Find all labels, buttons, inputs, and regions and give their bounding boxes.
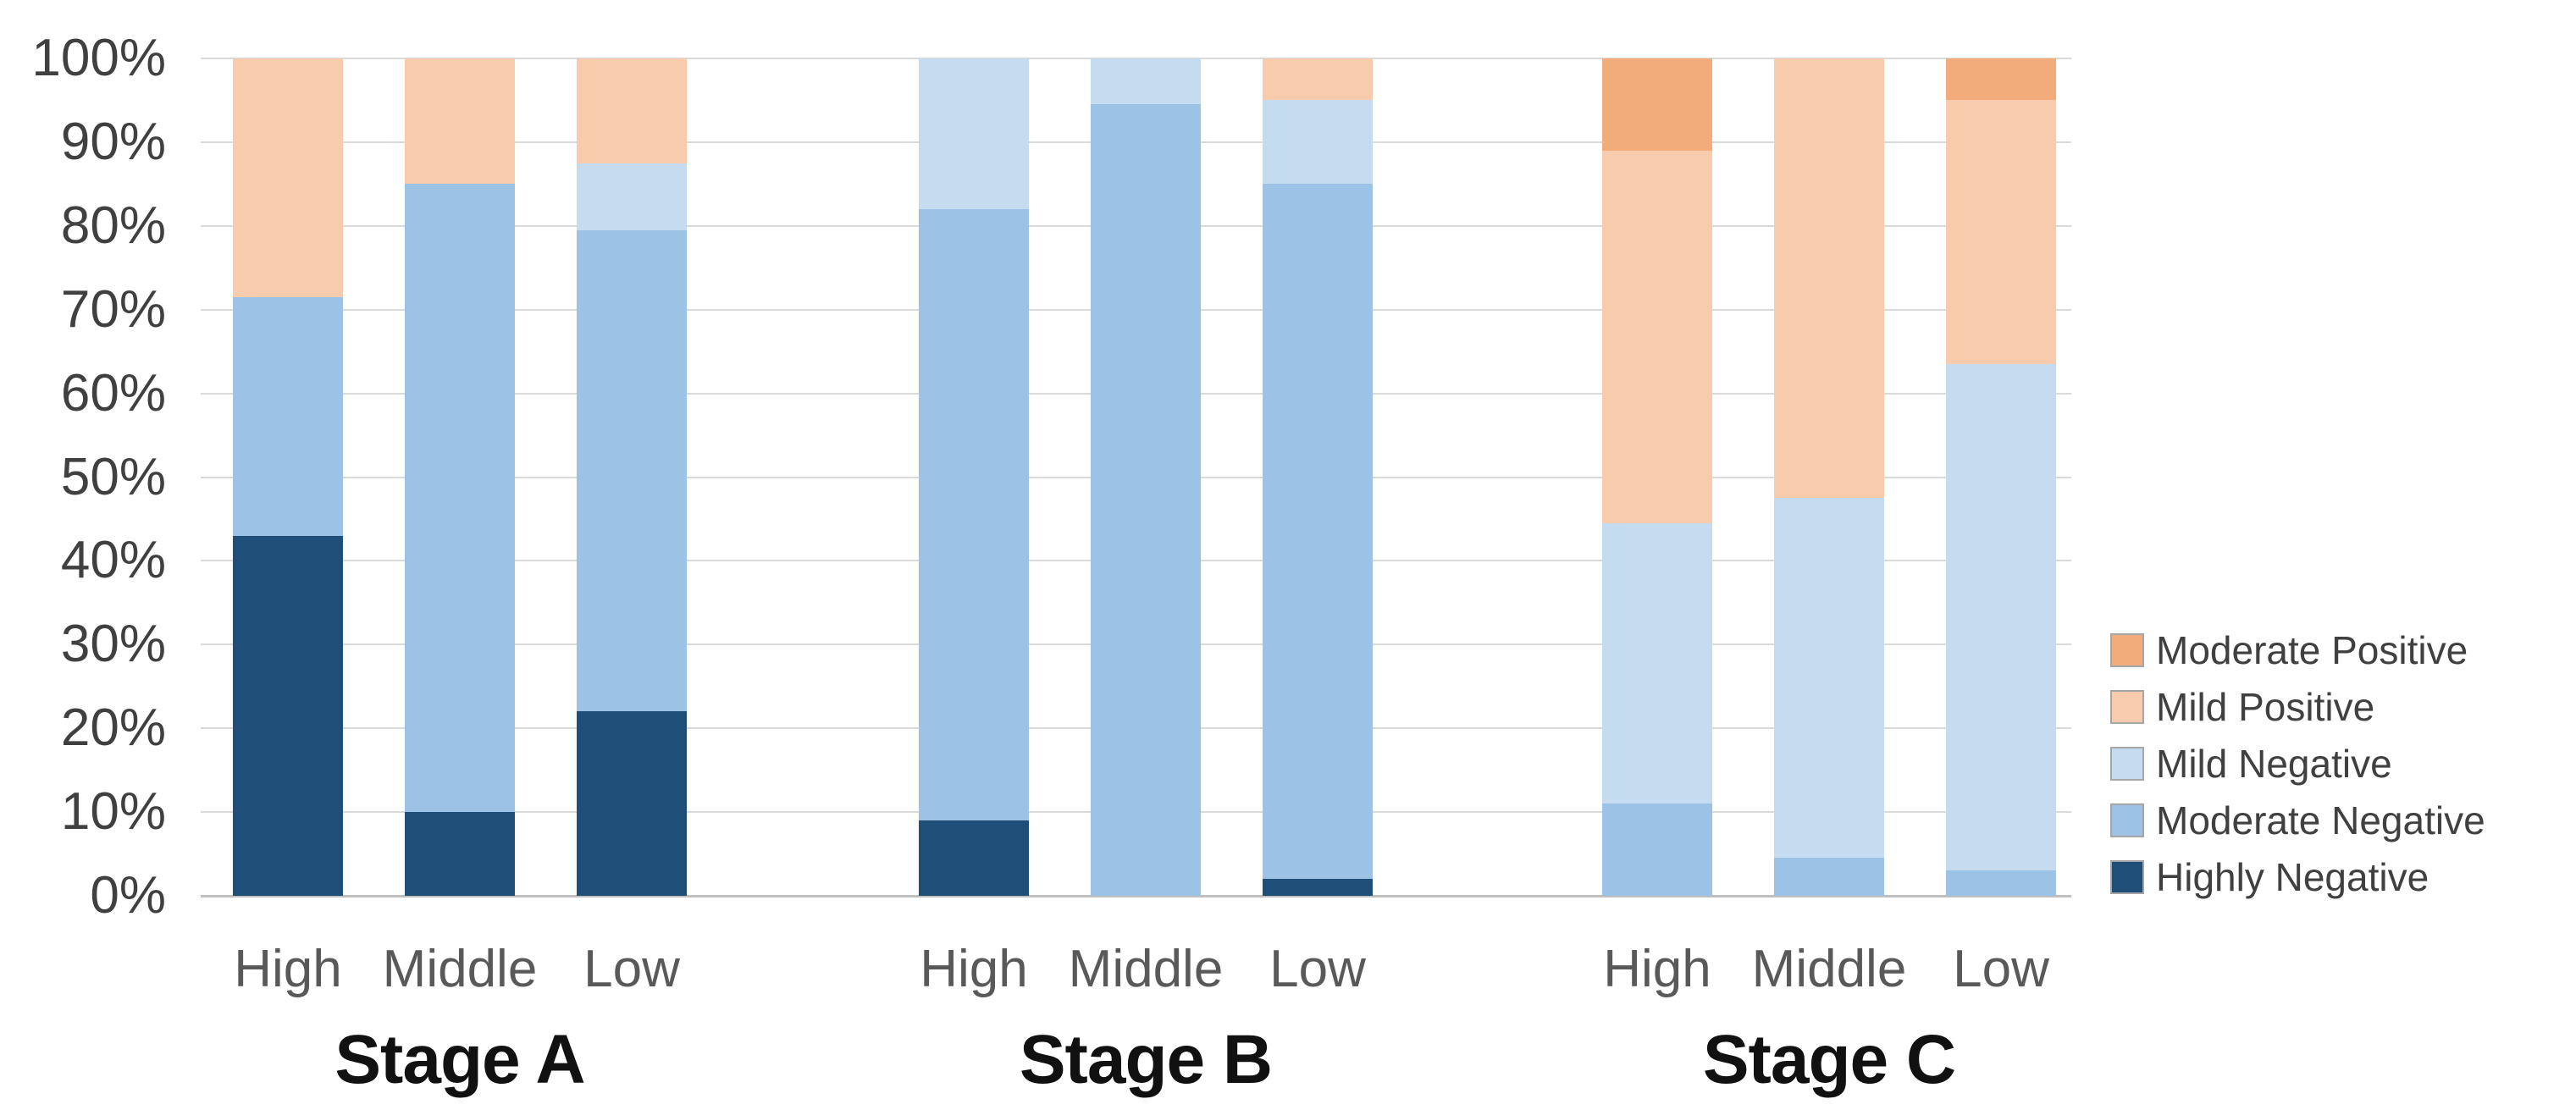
bar-segment-mild-negative bbox=[1263, 100, 1373, 185]
legend-item: Mild Negative bbox=[2110, 742, 2392, 786]
y-axis-tick-label: 100% bbox=[31, 29, 166, 87]
y-axis-tick-label: 20% bbox=[60, 699, 166, 758]
bar-segment-mild-positive bbox=[577, 58, 687, 163]
category-label: Middle bbox=[1068, 940, 1224, 998]
group-label: Stage A bbox=[334, 1021, 585, 1098]
bar-segment-moderate-negative bbox=[1774, 858, 1884, 896]
y-axis-tick-label: 0% bbox=[90, 866, 166, 925]
legend-item: Highly Negative bbox=[2110, 855, 2429, 899]
y-axis-tick-label: 30% bbox=[60, 615, 166, 674]
legend-swatch bbox=[2110, 804, 2144, 837]
bar-segment-highly-negative bbox=[405, 812, 515, 896]
y-axis-tick-label: 90% bbox=[60, 112, 166, 171]
bar-segment-moderate-negative bbox=[1091, 104, 1201, 896]
bar-segment-mild-negative bbox=[1602, 522, 1712, 804]
legend-item: Moderate Negative bbox=[2110, 798, 2485, 842]
group-label: Stage C bbox=[1702, 1021, 1956, 1098]
y-axis-tick-label: 50% bbox=[60, 447, 166, 506]
bar-segment-moderate-negative bbox=[577, 229, 687, 712]
bar-segment-moderate-negative bbox=[233, 296, 343, 536]
bar-segment-moderate-negative bbox=[1602, 804, 1712, 896]
y-axis-tick-label: 80% bbox=[60, 196, 166, 255]
bar-segment-mild-negative bbox=[1091, 58, 1201, 105]
bar-segment-mild-negative bbox=[1774, 498, 1884, 859]
legend-item: Mild Positive bbox=[2110, 685, 2374, 729]
bar-segment-mild-negative bbox=[1946, 363, 2056, 871]
bar-segment-moderate-negative bbox=[919, 209, 1029, 820]
legend-swatch bbox=[2110, 690, 2144, 724]
bar-segment-mild-negative bbox=[919, 58, 1029, 210]
legend-swatch bbox=[2110, 633, 2144, 667]
y-gridline bbox=[201, 895, 2071, 897]
bar-segment-moderate-positive bbox=[1602, 58, 1712, 151]
bar-segment-mild-positive bbox=[1774, 58, 1884, 499]
legend-swatch bbox=[2110, 747, 2144, 781]
category-label: Low bbox=[1953, 940, 2049, 998]
category-label: Low bbox=[1269, 940, 1366, 998]
y-axis-tick-label: 40% bbox=[60, 531, 166, 590]
bar-segment-mild-negative bbox=[577, 163, 687, 230]
bar-segment-highly-negative bbox=[233, 535, 343, 896]
bar-segment-mild-positive bbox=[1946, 100, 2056, 364]
legend-item: Moderate Positive bbox=[2110, 628, 2468, 672]
legend-label: Moderate Positive bbox=[2156, 628, 2468, 672]
bar-segment-moderate-positive bbox=[1946, 58, 2056, 101]
bar-segment-mild-positive bbox=[233, 58, 343, 297]
bar-segment-moderate-negative bbox=[405, 184, 515, 813]
category-label: High bbox=[234, 940, 342, 998]
y-axis-tick-label: 70% bbox=[60, 279, 166, 339]
y-axis-tick-label: 10% bbox=[60, 782, 166, 842]
legend-label: Moderate Negative bbox=[2156, 798, 2485, 842]
bar-segment-highly-negative bbox=[919, 820, 1029, 896]
bar-segment-highly-negative bbox=[577, 711, 687, 896]
bar-segment-mild-positive bbox=[1263, 58, 1373, 101]
category-label: High bbox=[1603, 940, 1711, 998]
legend-label: Mild Positive bbox=[2156, 685, 2375, 729]
legend-label: Highly Negative bbox=[2156, 855, 2430, 899]
group-label: Stage B bbox=[1019, 1021, 1273, 1098]
bar-segment-highly-negative bbox=[1263, 879, 1373, 896]
bar-segment-moderate-negative bbox=[1263, 184, 1373, 880]
legend-label: Mild Negative bbox=[2156, 742, 2392, 786]
category-label: Middle bbox=[382, 940, 538, 998]
bar-segment-mild-positive bbox=[1602, 150, 1712, 523]
category-label: Middle bbox=[1751, 940, 1907, 998]
category-label: Low bbox=[583, 940, 680, 998]
y-axis-tick-label: 60% bbox=[60, 363, 166, 422]
bar-segment-mild-positive bbox=[405, 58, 515, 185]
bar-segment-moderate-negative bbox=[1946, 870, 2056, 896]
category-label: High bbox=[920, 940, 1028, 998]
legend-swatch bbox=[2110, 860, 2144, 894]
